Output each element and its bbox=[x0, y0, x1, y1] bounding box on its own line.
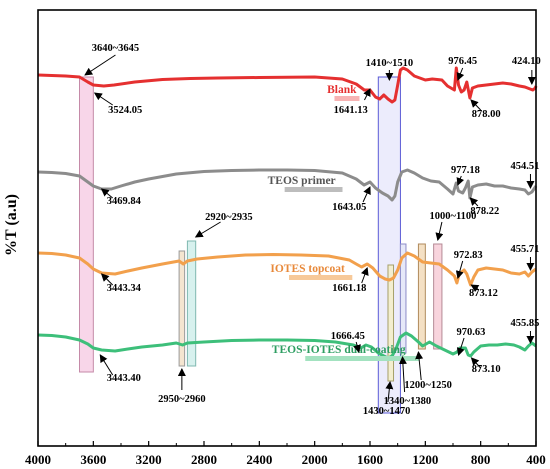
x-tick-label-9: 400 bbox=[526, 452, 546, 467]
annotation-label-11: 878.22 bbox=[470, 206, 499, 217]
annotation-label-3: 976.45 bbox=[448, 56, 477, 67]
annotation-label-21: 455.85 bbox=[510, 318, 539, 329]
annotation-label-25: 1200~1250 bbox=[404, 380, 451, 391]
annotation-label-19: 1666.45 bbox=[331, 331, 365, 342]
band-6 bbox=[417, 243, 426, 350]
annotation-arrow-5 bbox=[363, 88, 371, 101]
x-tick-label-3: 2800 bbox=[191, 452, 217, 467]
annotation-label-23: 873.10 bbox=[472, 364, 501, 375]
series-line-1 bbox=[37, 168, 538, 202]
series-label-bar-1 bbox=[284, 187, 343, 192]
annotation-arrow-25 bbox=[415, 351, 424, 381]
annotation-arrow-6 bbox=[470, 99, 482, 111]
x-tick-label-7: 1200 bbox=[412, 452, 438, 467]
series-line-0 bbox=[37, 66, 538, 104]
x-tick-label-1: 3600 bbox=[80, 452, 106, 467]
annotation-label-8: 454.51 bbox=[510, 161, 539, 172]
y-axis-label: %T (a.u) bbox=[3, 194, 20, 256]
x-tick-label-2: 3200 bbox=[136, 452, 162, 467]
series-label-bar-3 bbox=[305, 356, 420, 361]
x-tick-label-6: 1600 bbox=[357, 452, 383, 467]
series-label-1: TEOS primer bbox=[268, 175, 336, 187]
annotation-arrow-26 bbox=[398, 356, 407, 393]
band-7 bbox=[433, 243, 443, 350]
annotation-arrow-18 bbox=[470, 284, 480, 293]
annotation-arrow-23 bbox=[470, 357, 482, 369]
annotation-label-20: 970.63 bbox=[457, 327, 486, 338]
annotation-label-2: 1410~1510 bbox=[366, 58, 413, 69]
annotation-label-5: 1641.13 bbox=[334, 105, 368, 116]
series-label-3: TEOS-IOTES dual-coating bbox=[272, 344, 406, 356]
annotation-label-10: 1643.05 bbox=[332, 202, 366, 213]
annotation-arrow-1 bbox=[93, 92, 113, 106]
x-tick-label-0: 4000 bbox=[25, 452, 51, 467]
annotation-arrow-27 bbox=[385, 381, 394, 403]
annotation-arrow-11 bbox=[469, 197, 479, 207]
annotation-label-7: 977.18 bbox=[451, 165, 480, 176]
annotation-label-15: 455.71 bbox=[510, 244, 539, 255]
annotation-label-9: 3469.84 bbox=[107, 196, 142, 207]
annotation-arrow-9 bbox=[100, 188, 114, 199]
annotation-arrow-19 bbox=[353, 341, 361, 353]
band-0 bbox=[79, 76, 94, 373]
annotation-label-27: 1430~1470 bbox=[363, 406, 410, 417]
annotation-label-14: 972.83 bbox=[454, 250, 483, 261]
series-line-2 bbox=[37, 251, 537, 287]
annotation-arrow-3 bbox=[456, 67, 465, 81]
x-tick-label-4: 2400 bbox=[246, 452, 272, 467]
annotation-label-24: 2950~2960 bbox=[158, 394, 205, 405]
annotation-label-6: 878.00 bbox=[472, 109, 501, 120]
x-tick-label-8: 800 bbox=[471, 452, 491, 467]
annotation-arrow-20 bbox=[456, 337, 465, 356]
annotation-label-17: 3443.34 bbox=[107, 283, 142, 294]
annotation-arrow-13 bbox=[435, 221, 444, 241]
annotation-label-16: 1661.18 bbox=[332, 283, 366, 294]
annotation-label-0: 3640~3645 bbox=[92, 43, 139, 54]
annotation-label-1: 3524.05 bbox=[108, 105, 142, 116]
annotation-label-13: 1000~1100 bbox=[430, 211, 477, 222]
annotation-arrow-14 bbox=[455, 260, 464, 279]
band-1 bbox=[178, 250, 186, 367]
x-axis: 4000 3600 3200 2800 2400 2000 1600 1200 800 400 bbox=[25, 441, 546, 467]
series-label-bar-2 bbox=[289, 275, 353, 280]
annotation-label-12: 2920~2935 bbox=[205, 212, 252, 223]
band-2 bbox=[186, 240, 197, 367]
series-label-bar-0 bbox=[334, 96, 360, 101]
series-labels: Blank TEOS primer IOTES topcoat TEOS-IOTES … bbox=[268, 84, 420, 361]
annotation-arrow-16 bbox=[361, 267, 369, 284]
band-4 bbox=[387, 264, 395, 382]
series-label-2: IOTES topcoat bbox=[270, 263, 345, 275]
annotation-label-4: 424.10 bbox=[512, 56, 541, 67]
annotation-arrow-10 bbox=[362, 186, 371, 203]
annotation-label-22: 3443.40 bbox=[107, 373, 141, 384]
annotation-arrow-17 bbox=[100, 273, 114, 286]
band-5 bbox=[399, 243, 407, 354]
band-group bbox=[79, 76, 443, 414]
annotation-arrow-7 bbox=[456, 175, 465, 186]
annotation-label-26: 1340~1380 bbox=[384, 396, 431, 407]
annotation-arrow-0 bbox=[84, 54, 116, 76]
annotation-label-18: 873.12 bbox=[469, 288, 498, 299]
x-tick-label-5: 2000 bbox=[302, 452, 328, 467]
series-label-0: Blank bbox=[327, 84, 357, 96]
peak-annotations: 3640~3645 3524.05 1410~1510 976.45 424.10 164… bbox=[84, 43, 541, 417]
annotation-arrow-12 bbox=[194, 221, 221, 238]
annotation-arrow-22 bbox=[99, 354, 114, 376]
